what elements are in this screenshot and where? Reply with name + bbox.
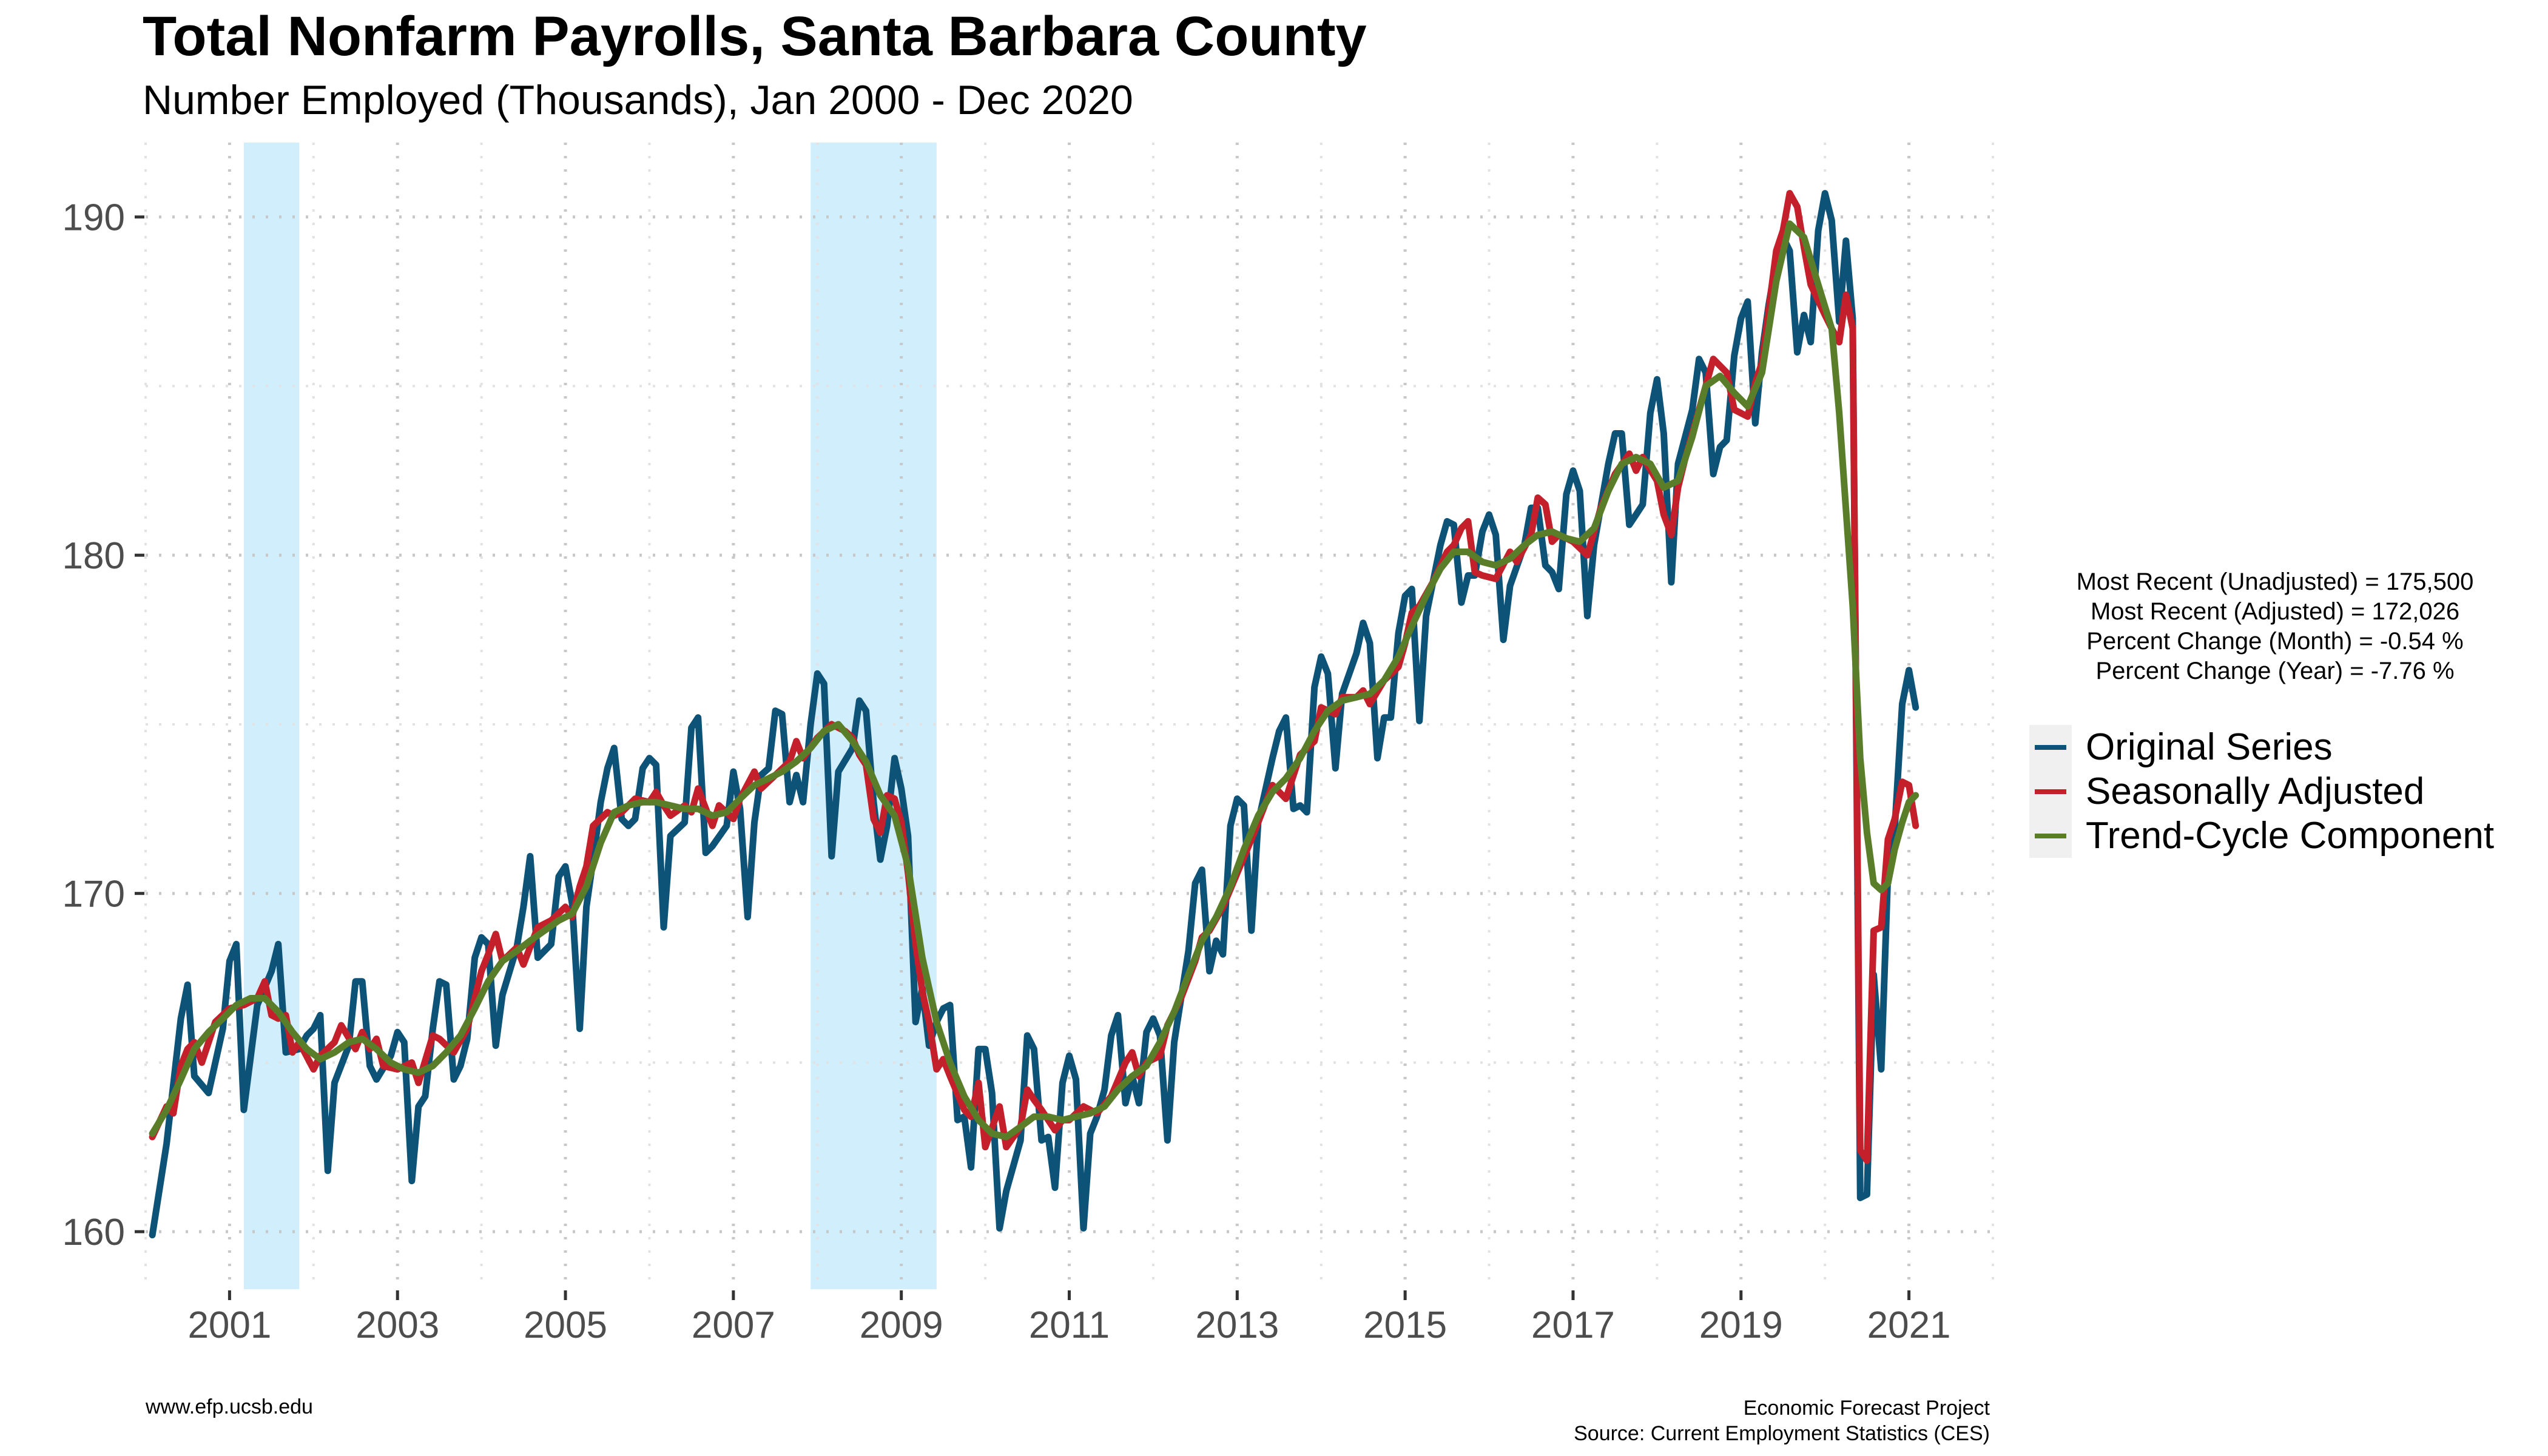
legend-key-seasonally-adjusted: [2029, 769, 2072, 814]
series-line-3: [149, 220, 1919, 1141]
legend-item-seasonally-adjusted: Seasonally Adjusted: [2029, 769, 2494, 814]
y-tick-label-160: 160: [62, 1212, 125, 1253]
legend-label-seasonally-adjusted: Seasonally Adjusted: [2086, 770, 2425, 812]
x-tick-label-2003: 2003: [356, 1304, 439, 1346]
axes: 160 170 180 190 2001 2003 2005 2007 2009 2011 2013…: [62, 197, 1951, 1346]
legend-key-original-series: [2029, 725, 2072, 769]
y-tick-label-170: 170: [62, 874, 125, 915]
legend-label-original-series: Original Series: [2086, 726, 2333, 768]
legend-key-trend-cycle: [2029, 814, 2072, 858]
stats-box: Most Recent (Unadjusted) = 175,500 Most …: [2026, 567, 2524, 686]
legend-label-trend-cycle: Trend-Cycle Component: [2086, 815, 2495, 857]
series-line-2: [149, 190, 1919, 1164]
legend-item-trend-cycle: Trend-Cycle Component: [2029, 814, 2494, 858]
x-tick-label-2007: 2007: [692, 1304, 775, 1346]
stat-percent-change-month: Percent Change (Month) = -0.54 %: [2086, 628, 2464, 655]
x-tick-label-2015: 2015: [1363, 1304, 1447, 1346]
y-tick-label-180: 180: [62, 535, 125, 577]
stat-percent-change-year: Percent Change (Year) = -7.76 %: [2095, 658, 2455, 684]
recession-bands: [243, 143, 937, 1289]
y-tick-label-190: 190: [62, 197, 125, 239]
recession-band-1: [243, 143, 300, 1289]
recession-band-2: [811, 143, 937, 1289]
footer-source: Economic Forecast Project Source: Curren…: [1574, 1395, 1990, 1446]
stat-most-recent-unadjusted: Most Recent (Unadjusted) = 175,500: [2076, 568, 2474, 595]
x-tick-label-2013: 2013: [1195, 1304, 1279, 1346]
x-tick-label-2021: 2021: [1867, 1304, 1951, 1346]
page-title: Total Nonfarm Payrolls, Santa Barbara Co…: [143, 5, 1367, 67]
x-tick-label-2009: 2009: [860, 1304, 943, 1346]
x-tick-label-2005: 2005: [524, 1304, 607, 1346]
stat-most-recent-adjusted: Most Recent (Adjusted) = 172,026: [2090, 598, 2460, 625]
series-lines: [149, 190, 1919, 1239]
series-line-1: [149, 190, 1919, 1239]
x-tick-label-2001: 2001: [187, 1304, 271, 1346]
legend-item-original-series: Original Series: [2029, 725, 2494, 769]
x-tick-label-2017: 2017: [1531, 1304, 1615, 1346]
x-tick-label-2011: 2011: [1029, 1304, 1110, 1346]
x-tick-label-2019: 2019: [1699, 1304, 1783, 1346]
legend: Original Series Seasonally Adjusted Tren…: [2029, 725, 2494, 858]
footer-organization: Economic Forecast Project: [1743, 1397, 1990, 1420]
footer-website: www.efp.ucsb.edu: [146, 1395, 313, 1418]
page-subtitle: Number Employed (Thousands), Jan 2000 - …: [143, 77, 1133, 123]
footer-data-source: Source: Current Employment Statistics (C…: [1574, 1422, 1990, 1445]
